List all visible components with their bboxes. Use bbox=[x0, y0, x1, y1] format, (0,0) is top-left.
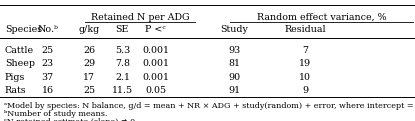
Text: 2.1: 2.1 bbox=[115, 73, 130, 82]
Text: 5.3: 5.3 bbox=[115, 46, 130, 55]
Text: No.ᵇ: No.ᵇ bbox=[37, 25, 58, 34]
Text: ᵃModel by species: N balance, g/d = mean + NR × ADG + study(random) + error, whe: ᵃModel by species: N balance, g/d = mean… bbox=[4, 102, 415, 110]
Text: 10: 10 bbox=[299, 73, 311, 82]
Text: Residual: Residual bbox=[284, 25, 326, 34]
Text: 16: 16 bbox=[42, 86, 54, 95]
Text: Pigs: Pigs bbox=[5, 73, 25, 82]
Text: 7.8: 7.8 bbox=[115, 59, 130, 68]
Text: 0.001: 0.001 bbox=[142, 46, 169, 55]
Text: Retained N per ADG: Retained N per ADG bbox=[90, 13, 189, 22]
Text: 91: 91 bbox=[228, 86, 241, 95]
Text: 37: 37 bbox=[42, 73, 54, 82]
Text: 9: 9 bbox=[302, 86, 308, 95]
Text: 0.05: 0.05 bbox=[145, 86, 166, 95]
Text: Rats: Rats bbox=[5, 86, 27, 95]
Text: 25: 25 bbox=[42, 46, 54, 55]
Text: Study: Study bbox=[220, 25, 249, 34]
Text: 11.5: 11.5 bbox=[112, 86, 133, 95]
Text: 23: 23 bbox=[42, 59, 54, 68]
Text: Sheep: Sheep bbox=[5, 59, 35, 68]
Text: Species: Species bbox=[5, 25, 42, 34]
Text: ᶜN retained estimate (slope) ≠ 0.: ᶜN retained estimate (slope) ≠ 0. bbox=[4, 118, 138, 121]
Text: 90: 90 bbox=[228, 73, 241, 82]
Text: 7: 7 bbox=[302, 46, 308, 55]
Text: g/kg: g/kg bbox=[78, 25, 100, 34]
Text: 93: 93 bbox=[228, 46, 241, 55]
Text: 0.001: 0.001 bbox=[142, 73, 169, 82]
Text: P <ᶜ: P <ᶜ bbox=[145, 25, 166, 34]
Text: 25: 25 bbox=[83, 86, 95, 95]
Text: 0.001: 0.001 bbox=[142, 59, 169, 68]
Text: ᵇNumber of study means.: ᵇNumber of study means. bbox=[4, 110, 107, 118]
Text: 19: 19 bbox=[299, 59, 311, 68]
Text: 26: 26 bbox=[83, 46, 95, 55]
Text: Cattle: Cattle bbox=[5, 46, 34, 55]
Text: 17: 17 bbox=[83, 73, 95, 82]
Text: SE: SE bbox=[116, 25, 129, 34]
Text: Random effect variance, %: Random effect variance, % bbox=[257, 13, 386, 22]
Text: 81: 81 bbox=[229, 59, 240, 68]
Text: 29: 29 bbox=[83, 59, 95, 68]
